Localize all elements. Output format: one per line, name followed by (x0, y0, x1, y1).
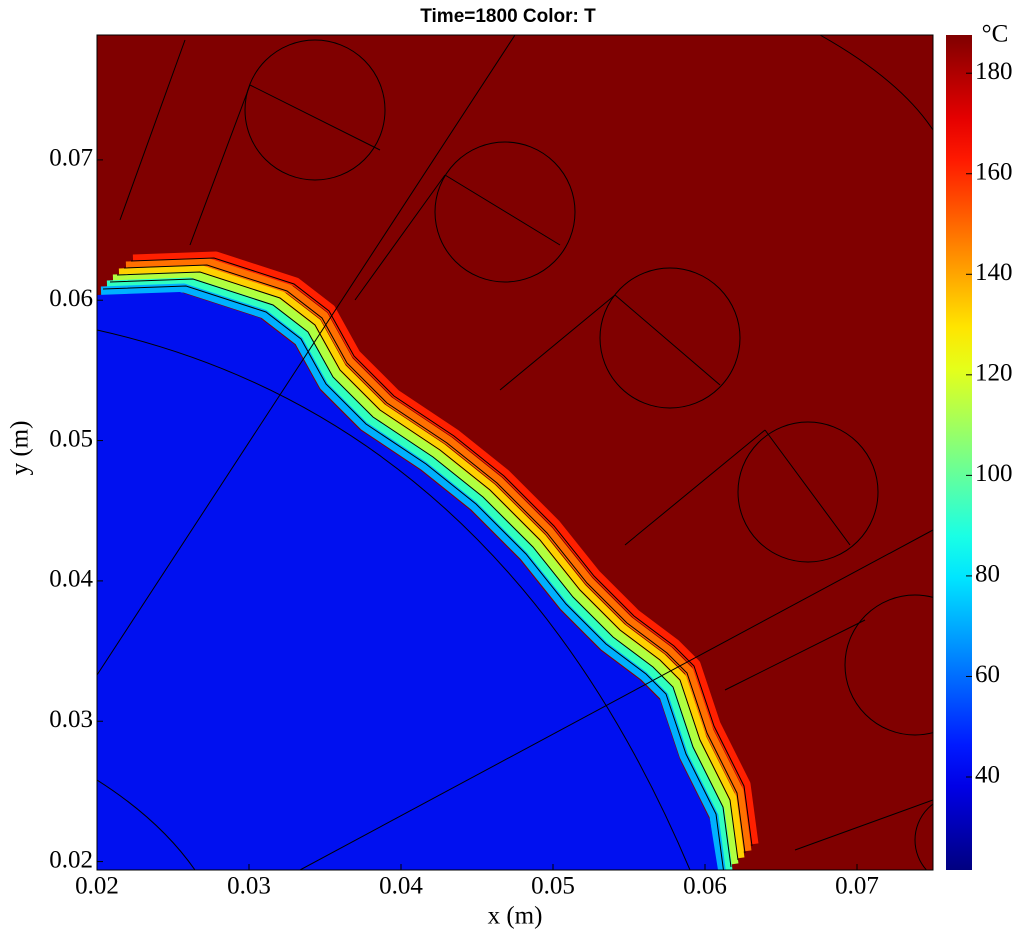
x-tick-label: 0.03 (227, 873, 271, 900)
y-tick-label: 0.05 (49, 425, 93, 452)
y-tick-label: 0.06 (49, 285, 93, 312)
colorbar (946, 35, 972, 870)
y-tick-label: 0.03 (49, 706, 93, 733)
gradient-band (100, 251, 759, 870)
colorbar-tick-label: 160 (975, 158, 1013, 185)
plot-frame (96, 34, 934, 871)
colorbar-tick-label: 60 (975, 661, 1000, 688)
x-tick-label: 0.04 (379, 873, 423, 900)
colorbar-tick-label: 80 (975, 561, 1000, 588)
contour-lines (102, 257, 753, 870)
temperature-field (97, 35, 933, 870)
y-tick-label: 0.02 (49, 846, 93, 873)
geometry (97, 35, 933, 870)
colorbar-label: °C (982, 21, 1009, 48)
x-tick-label: 0.06 (683, 873, 727, 900)
x-tick-label: 0.07 (835, 873, 879, 900)
colorbar-tick-label: 140 (975, 259, 1013, 286)
y-tick-label: 0.04 (49, 566, 93, 593)
x-tick-label: 0.05 (531, 873, 575, 900)
colorbar-tick-label: 180 (975, 58, 1013, 85)
x-tick-label: 0.02 (75, 873, 119, 900)
y-axis-label: y (m) (7, 421, 34, 476)
y-tick-label: 0.07 (49, 145, 93, 172)
chart-title: Time=1800 Color: T (420, 6, 596, 27)
colorbar-tick-label: 40 (975, 762, 1000, 789)
colorbar-tick-label: 120 (975, 360, 1013, 387)
x-axis-label: x (m) (488, 903, 543, 930)
colorbar-tick-label: 100 (975, 460, 1013, 487)
